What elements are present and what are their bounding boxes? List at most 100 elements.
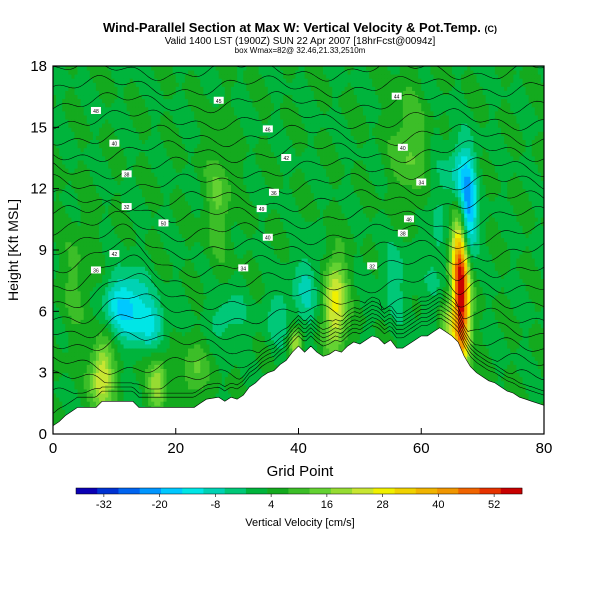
velocity-cell [135,172,140,177]
velocity-cell [92,245,97,251]
velocity-cell [172,290,177,296]
velocity-cell [95,225,100,230]
velocity-cell [99,372,103,378]
velocity-cell [71,270,75,275]
velocity-cell [148,258,152,263]
velocity-cell [135,331,140,337]
velocity-cell [62,155,66,161]
velocity-cell [175,188,180,194]
velocity-cell [74,184,78,190]
velocity-cell [89,331,94,337]
velocity-cell [188,143,192,149]
velocity-cell [218,254,223,259]
velocity-cell [181,106,186,112]
velocity-cell [163,155,167,161]
velocity-cell [95,184,100,190]
velocity-cell [105,180,109,185]
velocity-cell [212,339,217,345]
velocity-cell [203,372,207,378]
velocity-cell [172,225,177,230]
velocity-cell [80,323,85,329]
velocity-cell [145,127,149,132]
velocity-cell [221,278,226,284]
velocity-cell [181,66,186,71]
velocity-cell [71,106,75,112]
velocity-cell [71,335,75,341]
velocity-cell [209,278,213,284]
velocity-cell [89,98,94,104]
velocity-cell [89,147,94,153]
velocity-cell [191,327,195,333]
velocity-cell [166,139,171,145]
velocity-cell [77,307,82,312]
velocity-cell [108,241,112,247]
velocity-cell [68,151,72,157]
velocity-cell [99,94,103,100]
velocity-cell [65,168,69,173]
velocity-cell [111,331,115,337]
velocity-cell [71,352,75,357]
velocity-cell [71,135,75,140]
velocity-cell [212,319,217,324]
velocity-cell [218,110,223,116]
velocity-cell [141,270,146,275]
velocity-cell [175,393,180,398]
velocity-cell [129,192,134,198]
velocity-cell [197,176,201,181]
velocity-cell [157,241,161,247]
velocity-cell [218,294,223,300]
velocity-cell [181,241,186,247]
velocity-cell [95,303,100,308]
velocity-cell [111,135,115,140]
velocity-cell [138,143,143,149]
velocity-cell [83,380,88,386]
velocity-cell [77,213,82,218]
velocity-cell [148,209,152,214]
velocity-cell [145,241,149,247]
velocity-cell [157,258,161,263]
velocity-cell [62,78,66,83]
velocity-cell [135,286,140,292]
velocity-cell [206,311,210,316]
velocity-cell [203,364,207,369]
velocity-cell [80,196,85,202]
velocity-cell [200,66,204,71]
velocity-cell [117,184,121,190]
velocity-cell [160,115,164,120]
velocity-cell [95,115,100,120]
velocity-cell [59,237,63,243]
velocity-cell [215,327,220,333]
velocity-cell [209,393,213,398]
velocity-cell [141,384,146,390]
velocity-cell [132,70,137,75]
velocity-cell [68,401,72,406]
velocity-cell [209,229,213,235]
velocity-cell [148,356,152,361]
velocity-cell [89,339,94,345]
velocity-cell [188,389,192,394]
velocity-cell [197,250,201,255]
velocity-cell [105,209,109,214]
velocity-cell [169,327,174,333]
velocity-cell [132,151,137,157]
velocity-cell [126,266,131,271]
velocity-cell [166,241,171,247]
velocity-cell [172,172,177,177]
velocity-cell [132,323,137,329]
velocity-cell [212,229,217,235]
velocity-cell [194,70,198,75]
velocity-cell [62,213,66,218]
velocity-cell [74,299,78,304]
velocity-cell [166,160,171,165]
velocity-cell [77,303,82,308]
velocity-cell [141,180,146,185]
velocity-cell [197,372,201,378]
velocity-cell [117,348,121,353]
velocity-cell [209,319,213,324]
velocity-cell [111,164,115,169]
velocity-cell [95,384,100,390]
velocity-cell [181,323,186,329]
velocity-cell [157,348,161,353]
velocity-cell [138,250,143,255]
velocity-cell [108,282,112,288]
